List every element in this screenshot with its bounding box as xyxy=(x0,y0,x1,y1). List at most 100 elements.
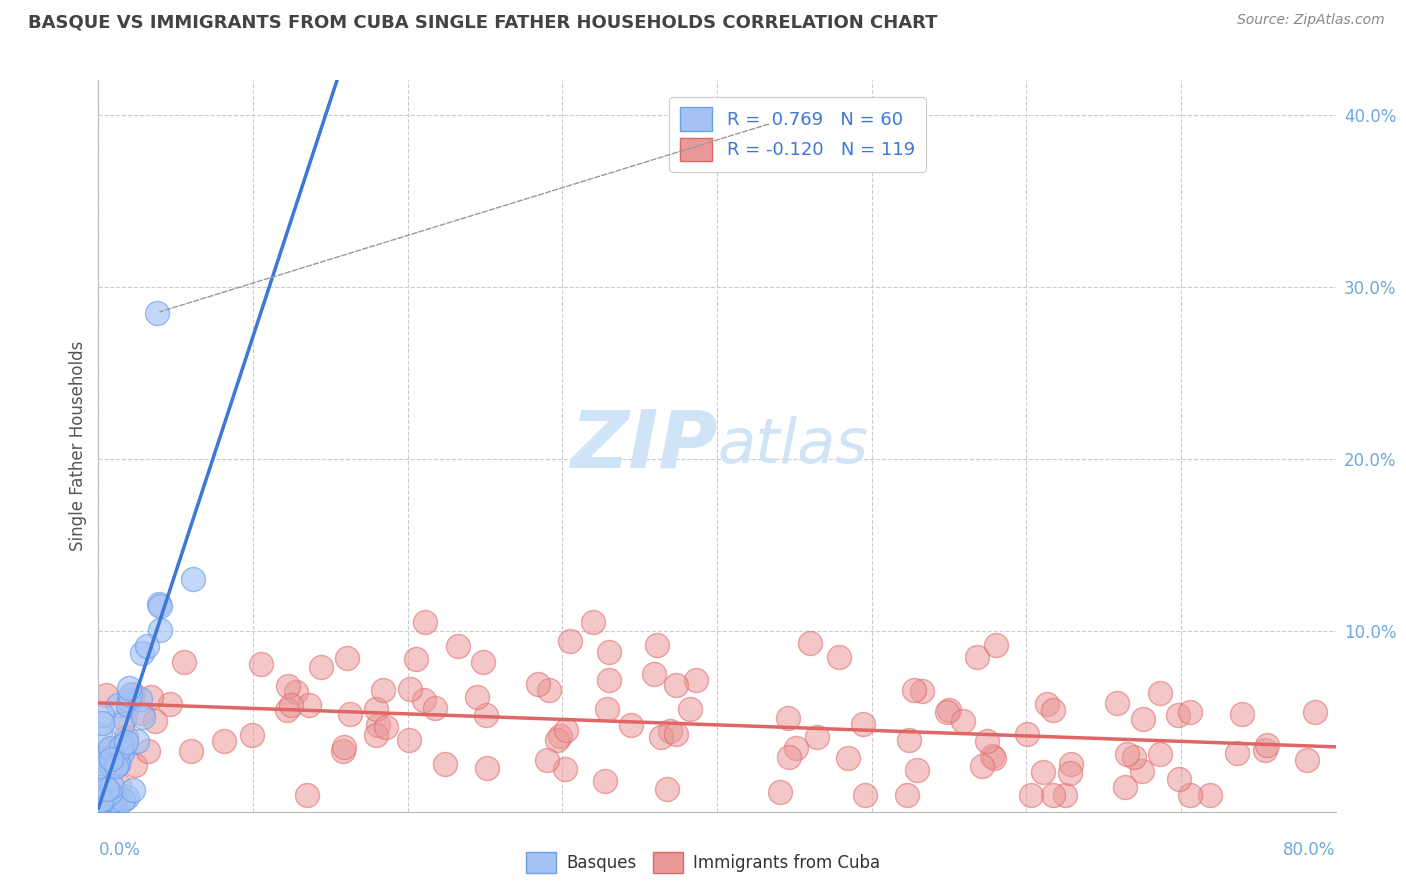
Point xyxy=(101,792,124,806)
Text: Source: ZipAtlas.com: Source: ZipAtlas.com xyxy=(1237,13,1385,28)
Point xyxy=(1132,712,1154,726)
Point xyxy=(91,792,114,806)
Point xyxy=(405,652,427,666)
Point xyxy=(91,789,114,803)
Point xyxy=(897,733,920,747)
Point xyxy=(536,753,558,767)
Point xyxy=(118,692,141,706)
Point xyxy=(118,681,141,696)
Point xyxy=(852,716,875,731)
Point xyxy=(100,752,122,766)
Point xyxy=(1167,772,1189,786)
Point xyxy=(280,698,302,712)
Point xyxy=(620,717,643,731)
Point xyxy=(1060,757,1083,772)
Point xyxy=(94,792,117,806)
Point xyxy=(107,756,129,771)
Point xyxy=(117,789,139,804)
Point xyxy=(546,732,568,747)
Point xyxy=(785,741,807,756)
Point xyxy=(107,698,129,713)
Point xyxy=(114,712,136,726)
Legend: R =  0.769   N = 60, R = -0.120   N = 119: R = 0.769 N = 60, R = -0.120 N = 119 xyxy=(669,96,927,172)
Point xyxy=(364,702,387,716)
Point xyxy=(91,792,114,806)
Point xyxy=(984,638,1007,652)
Text: 0.0%: 0.0% xyxy=(98,841,141,859)
Point xyxy=(1254,743,1277,757)
Point xyxy=(1130,764,1153,778)
Point xyxy=(598,645,620,659)
Point xyxy=(180,744,202,758)
Point xyxy=(364,728,387,742)
Point xyxy=(447,640,470,654)
Point xyxy=(554,723,576,737)
Point xyxy=(111,792,134,806)
Point xyxy=(1167,708,1189,723)
Point xyxy=(90,792,112,806)
Point xyxy=(1149,686,1171,700)
Point xyxy=(107,778,129,792)
Point xyxy=(298,698,321,712)
Point xyxy=(558,634,581,648)
Point xyxy=(1042,788,1064,802)
Point xyxy=(647,638,669,652)
Point xyxy=(970,758,993,772)
Point xyxy=(1059,766,1081,780)
Point xyxy=(107,757,129,772)
Point xyxy=(425,700,447,714)
Point xyxy=(214,733,236,747)
Point xyxy=(554,762,576,776)
Point xyxy=(1178,705,1201,719)
Legend: Basques, Immigrants from Cuba: Basques, Immigrants from Cuba xyxy=(519,846,887,880)
Point xyxy=(475,708,498,723)
Point xyxy=(89,728,111,742)
Point xyxy=(107,747,129,761)
Point xyxy=(976,734,998,748)
Text: atlas: atlas xyxy=(717,416,868,476)
Point xyxy=(367,718,389,732)
Point xyxy=(98,784,121,798)
Point xyxy=(110,739,132,754)
Point xyxy=(250,657,273,671)
Point xyxy=(89,792,111,806)
Point xyxy=(1017,726,1039,740)
Point xyxy=(806,731,828,745)
Point xyxy=(911,684,934,698)
Point xyxy=(149,599,172,613)
Point xyxy=(1198,788,1220,802)
Point xyxy=(548,729,571,743)
Point xyxy=(131,706,153,721)
Point xyxy=(240,728,263,742)
Point xyxy=(596,702,619,716)
Point xyxy=(905,763,928,777)
Point xyxy=(936,705,959,719)
Y-axis label: Single Father Households: Single Father Households xyxy=(69,341,87,551)
Point xyxy=(413,615,436,630)
Point xyxy=(1180,788,1202,802)
Point xyxy=(132,710,155,724)
Point xyxy=(89,753,111,767)
Point xyxy=(89,792,111,806)
Point xyxy=(120,688,142,702)
Text: 80.0%: 80.0% xyxy=(1284,841,1336,859)
Point xyxy=(98,741,121,756)
Point xyxy=(650,730,672,744)
Point xyxy=(112,738,135,752)
Point xyxy=(598,673,620,687)
Point xyxy=(983,750,1005,764)
Point xyxy=(90,756,112,771)
Point xyxy=(129,692,152,706)
Point xyxy=(146,305,169,319)
Point xyxy=(90,715,112,730)
Point xyxy=(657,782,679,797)
Point xyxy=(981,748,1004,763)
Point xyxy=(114,735,136,749)
Point xyxy=(295,788,318,802)
Point xyxy=(1053,788,1076,802)
Point xyxy=(100,758,122,772)
Point xyxy=(104,758,127,772)
Point xyxy=(1149,747,1171,761)
Point xyxy=(98,786,121,800)
Point xyxy=(131,646,153,660)
